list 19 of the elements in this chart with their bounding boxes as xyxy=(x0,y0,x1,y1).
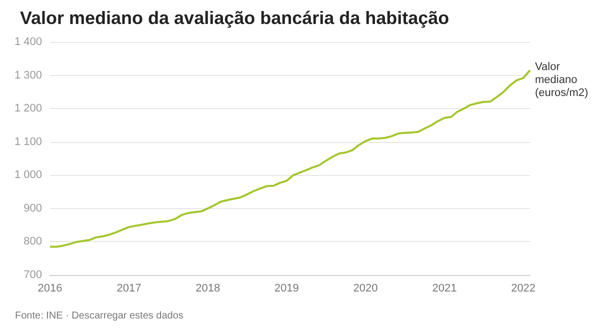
y-tick-label: 1 300 xyxy=(14,69,42,82)
y-tick-label: 700 xyxy=(24,269,42,281)
x-tick-label: 2016 xyxy=(38,282,62,294)
x-tick-label: 2020 xyxy=(353,282,378,294)
series-label: Valor mediano (euros/m2) xyxy=(535,60,588,99)
y-tick-label: 800 xyxy=(24,236,42,248)
source-note: Fonte: INE · Descarregar estes dados xyxy=(15,310,184,322)
x-tick-label: 2022 xyxy=(511,282,536,294)
y-tick-label: 1 400 xyxy=(14,36,42,48)
x-tick-label: 2021 xyxy=(432,282,457,294)
y-tick-label: 900 xyxy=(24,202,42,214)
x-tick-label: 2018 xyxy=(196,282,220,294)
line-series xyxy=(49,69,531,248)
y-tick-label: 1 200 xyxy=(14,102,42,115)
x-tick-label: 2019 xyxy=(274,282,299,294)
y-tick-label: 1 100 xyxy=(14,136,42,148)
y-tick-label: 1 000 xyxy=(14,169,42,182)
x-tick-label: 2017 xyxy=(116,282,142,294)
chart-title: Valor mediano da avaliação bancária da habitação xyxy=(20,8,450,28)
